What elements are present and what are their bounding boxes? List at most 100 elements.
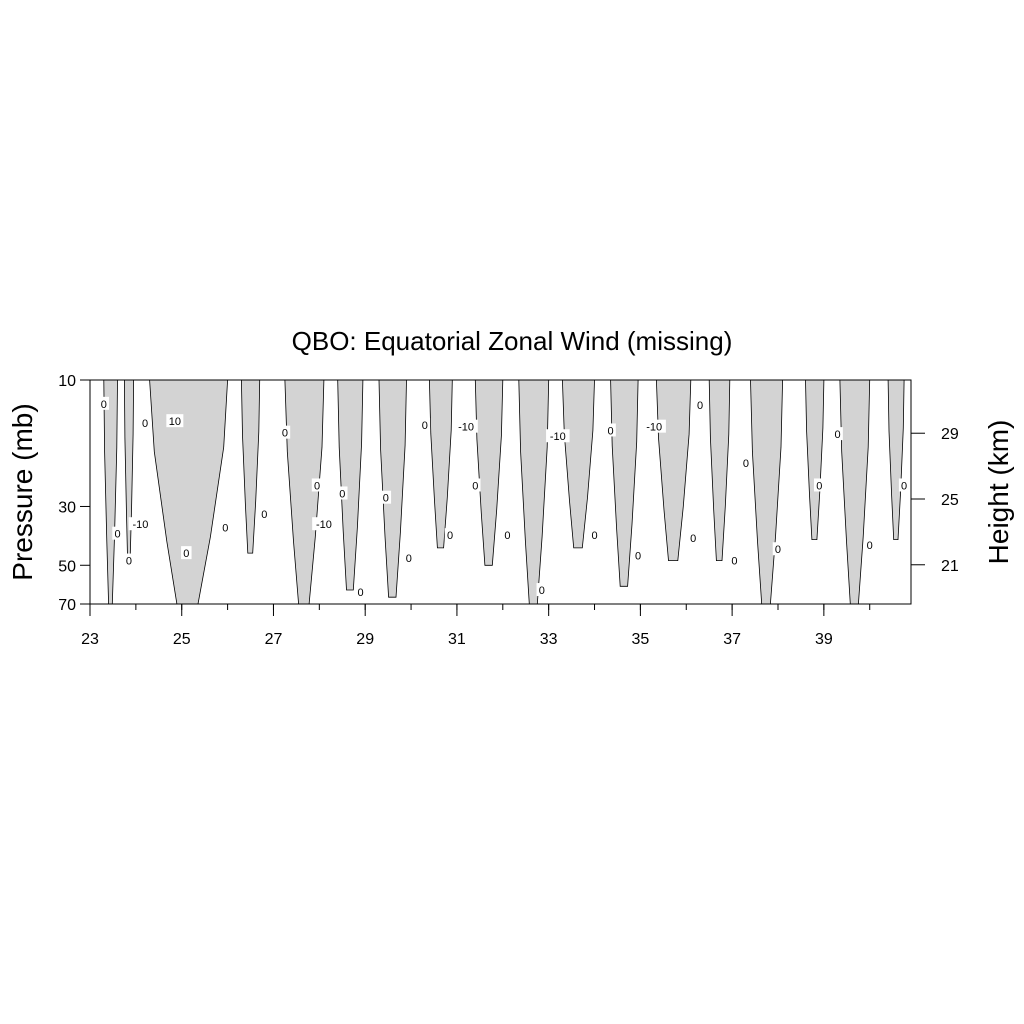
contour-label: 0 [355,584,366,599]
contour-label-text: 0 [504,530,510,542]
x-tick-label: 35 [631,631,649,648]
x-tick-label: 31 [448,631,466,648]
negative-wind-region [708,379,731,561]
y-axis-label: Pressure (mb) [7,403,38,580]
contour-label-text: 0 [142,418,148,430]
contour-label-text: 0 [591,530,597,542]
x-tick-label: 33 [540,631,558,648]
contour-label-bg [419,418,431,432]
contour-label-text: 0 [635,551,641,563]
contour-label-bg [502,528,513,542]
contour-label-text: 0 [697,400,703,412]
contour-label-bg [589,528,600,542]
contour-label-bg [128,517,153,531]
contour-label-text: -10 [316,519,332,531]
contour-label-text: 0 [383,493,389,505]
x-tick-label: 29 [356,631,374,648]
y-tick-label: 50 [58,558,76,575]
contour-label-text: -10 [132,519,148,531]
contour-label: 0 [98,396,110,411]
negative-wind-region [561,379,595,549]
y2-tick-label: 21 [941,558,959,575]
contour-label-bg [181,546,192,560]
contour-label: 0 [403,551,415,565]
contour-label-text: 0 [422,420,428,432]
x-tick-label: 37 [723,631,741,648]
contour-label-text: 0 [183,548,189,560]
negative-wind-region [518,379,550,605]
contour-label-text: 0 [472,480,478,492]
contour-label-bg [123,553,135,567]
negative-wind-region [750,379,784,605]
x-tick-label: 27 [265,631,283,648]
contour-label: 0 [181,546,192,560]
contour-label-text: 0 [358,587,364,599]
contour-label-bg [220,520,231,534]
contour-label-bg [454,419,478,433]
contour-label-group: 0 0 0 -10 0 10 0 0 0 0 0 -10 0 0 0 0 0 0 -10 0 0 0 -10 0 0 0 -10 0 0… [98,396,910,599]
contour-label: -10 [454,419,478,434]
contour-label-text: 0 [126,556,132,568]
contour-label-bg [337,486,348,500]
contour-label-bg [403,551,415,565]
contour-label-bg [740,456,752,470]
contour-label-bg [687,531,699,545]
contour-label: 0 [814,478,825,492]
contour-label-bg [279,425,291,439]
contour-label: 0 [259,506,270,521]
contour-label-text: 0 [835,429,841,441]
negative-wind-region [149,379,229,605]
contour-label-bg [832,427,843,441]
contour-label: 0 [123,553,135,568]
negative-wind-region [103,379,118,605]
contour-label: 0 [605,423,616,437]
negative-wind-region [428,379,453,549]
negative-wind-region [240,379,261,554]
y-tick-label: 30 [58,499,76,516]
contour-label: 0 [337,486,348,500]
contour-label: 0 [502,528,513,542]
contour-label-text: 0 [867,540,873,552]
contour-label-bg [632,548,644,562]
plot-frame [89,379,912,605]
contour-label-text: 0 [101,399,107,411]
contour-label-text: 0 [775,544,781,556]
contour-label: -10 [312,517,336,531]
contour-label: 0 [864,538,875,552]
plot-area [103,379,905,605]
contour-label: 0 [632,548,644,563]
contour-label-text: 0 [539,585,545,597]
x-tick-label: 23 [81,631,99,648]
contour-label: 0 [687,531,699,545]
contour-label-bg [642,419,666,433]
contour-label-bg [259,506,270,520]
contour-label-bg [166,414,184,428]
contour-label: 0 [311,478,323,492]
contour-label-bg [694,397,706,411]
x-tick-label: 25 [173,631,191,648]
contour-label-text: 0 [608,425,614,437]
contour-label-text: 0 [114,529,120,541]
contour-label-text: -10 [458,422,474,434]
contour-label-bg [139,415,151,429]
x-tick-label: 39 [815,631,833,648]
contour-label-text: 0 [447,530,453,542]
contour-label-bg [470,478,481,492]
contour-label: 0 [139,415,151,430]
contour-label-bg [355,584,366,598]
contour-label: 0 [772,542,784,556]
contour-label: 0 [279,425,291,440]
negative-wind-region [655,379,692,561]
negative-wind-region [337,379,364,591]
contour-label-bg [311,478,323,492]
negative-wind-region [610,379,639,587]
contour-label: -10 [546,429,570,443]
contour-label-bg [536,583,548,597]
contour-label-bg [814,478,825,492]
y-axis-height: 29 25 21 [911,426,959,575]
contour-label-bg [605,423,616,437]
contour-label: 10 [166,414,184,428]
contour-label: -10 [642,419,666,434]
contour-label-bg [864,538,875,552]
negative-wind-region [839,379,871,605]
